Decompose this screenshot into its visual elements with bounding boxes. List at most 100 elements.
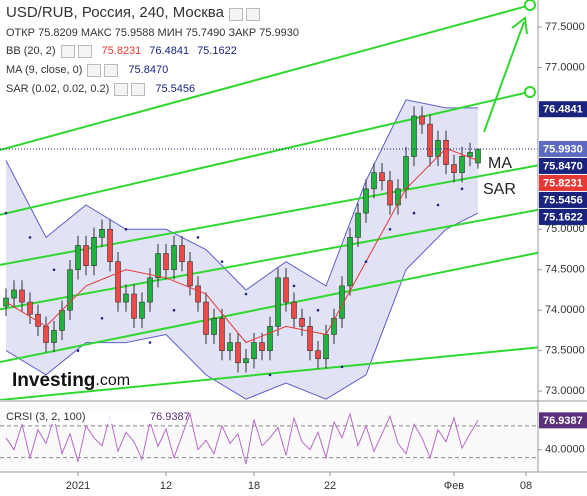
- candle-body: [187, 261, 193, 287]
- sar-dot: [4, 211, 8, 215]
- price-marker-label: 75.8231: [543, 177, 583, 189]
- logo-suffix: .com: [95, 372, 130, 389]
- candle-body: [443, 139, 449, 165]
- sar-dot: [340, 365, 344, 369]
- candle-body: [339, 285, 345, 319]
- candle-body: [59, 309, 65, 331]
- x-tick-label: 2021: [66, 480, 90, 492]
- settings-icon[interactable]: [104, 64, 119, 77]
- x-tick-label: 08: [520, 480, 532, 492]
- indicator-value: 75.5456: [155, 83, 196, 96]
- candle-body: [115, 261, 121, 303]
- x-tick-label: 18: [248, 480, 260, 492]
- candle-body: [211, 317, 217, 335]
- price-marker-label: 75.9930: [543, 143, 583, 155]
- candle-body: [387, 180, 393, 206]
- price-marker-label: 76.4841: [543, 104, 583, 116]
- ohlc-value: 75.7490: [185, 27, 226, 39]
- channel-line: [0, 251, 538, 363]
- sar-dot: [220, 260, 224, 263]
- channel-line: [0, 164, 538, 266]
- candle-body: [379, 172, 385, 182]
- channel-line: [0, 4, 531, 151]
- sar-dot: [436, 203, 440, 207]
- sar-dot: [28, 236, 32, 239]
- eye-icon[interactable]: [114, 83, 129, 96]
- candle-body: [323, 334, 329, 360]
- candle-body: [363, 188, 369, 214]
- candle-body: [267, 326, 273, 351]
- symbol-title: USD/RUB, Россия, 240, Москва: [4, 4, 226, 21]
- indicator-value: 76.4841: [149, 45, 190, 58]
- candle-body: [171, 245, 177, 271]
- crsi-marker: [539, 412, 587, 429]
- settings-icon[interactable]: [77, 45, 92, 58]
- sar-dot: [124, 227, 128, 231]
- candle-body: [427, 123, 433, 157]
- logo: Investing.com: [12, 370, 130, 391]
- indicator-value: 75.8231: [101, 45, 142, 58]
- price-marker-label: 75.8470: [543, 160, 583, 172]
- ohlc-label: ОТКР: [6, 27, 36, 39]
- annotation: MA: [488, 155, 512, 172]
- indicator-row: SAR (0.02, 0.02, 0.2) 75.5456: [4, 83, 301, 96]
- indicator-values: 75.8470: [118, 64, 171, 77]
- eye-icon[interactable]: [60, 45, 75, 58]
- candle-body: [107, 228, 113, 262]
- ohlc-value: 75.9930: [259, 27, 300, 39]
- candle-body: [219, 317, 225, 351]
- candle-body: [99, 228, 105, 238]
- main-plot: [0, 4, 538, 400]
- candle-body: [395, 188, 401, 206]
- candle-body: [227, 342, 233, 351]
- candle-body: [75, 245, 81, 271]
- candle-body: [451, 164, 457, 173]
- indicator-value: 75.8470: [128, 64, 169, 77]
- sar-dot: [364, 260, 368, 263]
- y-tick-label: 74.5000: [545, 264, 585, 276]
- eye-icon[interactable]: [87, 64, 102, 77]
- crsi-value: 76.9387: [150, 411, 190, 423]
- indicator-name: BB (20, 2): [6, 45, 56, 58]
- candle-body: [307, 326, 313, 351]
- candle-body: [51, 330, 57, 343]
- candle-body: [299, 317, 305, 327]
- sar-dot: [196, 236, 200, 239]
- price-marker: [539, 101, 587, 118]
- channel-line: [0, 346, 538, 400]
- ohlc-label: МАКС: [80, 27, 112, 39]
- candle-body: [203, 301, 209, 335]
- candle-body: [155, 253, 161, 279]
- ma-line: [5, 147, 479, 344]
- price-marker-label: 75.1622: [543, 211, 583, 223]
- arrow-head: [511, 16, 528, 35]
- eye-icon[interactable]: [228, 7, 243, 21]
- candle-body: [91, 237, 97, 266]
- sar-dot: [388, 227, 392, 231]
- candle-body: [11, 289, 17, 299]
- candle-body: [123, 293, 129, 303]
- candle-body: [403, 156, 409, 190]
- y-tick-label: 74.0000: [545, 304, 585, 316]
- x-tick-label: Фев: [444, 480, 464, 492]
- ohlc-label: МИН: [157, 27, 183, 39]
- settings-icon[interactable]: [131, 83, 146, 96]
- candle-body: [283, 277, 289, 303]
- arrow-shaft: [483, 21, 525, 133]
- candle-body: [147, 277, 153, 303]
- title-row: USD/RUB, Россия, 240, Москва: [4, 4, 301, 21]
- settings-icon[interactable]: [245, 7, 260, 21]
- y-tick-label: 77.5000: [545, 21, 585, 33]
- legend: USD/RUB, Россия, 240, Москва ОТКР 75.820…: [4, 4, 302, 102]
- sar-dot: [244, 292, 248, 296]
- x-tick-label: 22: [324, 480, 336, 492]
- ohlc-value: 75.8209: [38, 27, 78, 39]
- price-marker: [539, 174, 587, 191]
- indicator-value: 75.1622: [197, 45, 237, 58]
- candle-body: [131, 293, 137, 319]
- crsi-plot: [0, 412, 538, 465]
- sar-dot: [292, 284, 296, 288]
- indicator: BB (20, 2): [4, 45, 58, 58]
